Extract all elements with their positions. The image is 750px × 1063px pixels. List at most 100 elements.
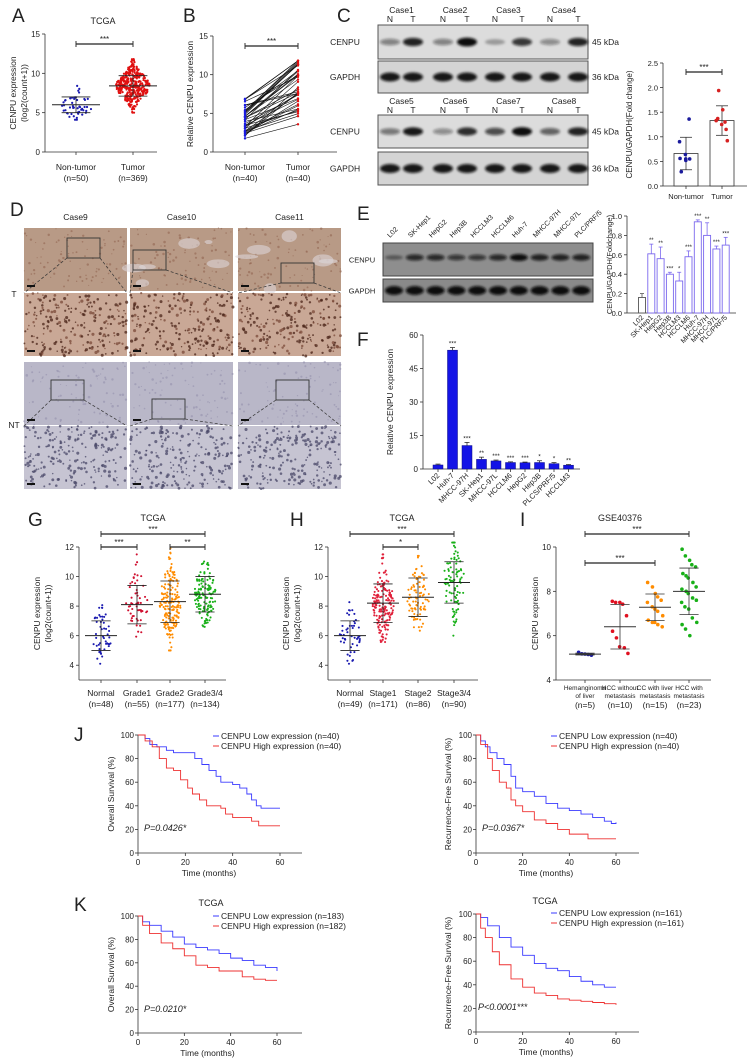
nucleus	[154, 293, 157, 297]
data-point	[347, 609, 351, 612]
cell-texture	[148, 392, 151, 394]
cell-texture	[43, 265, 46, 269]
nucleus	[159, 348, 162, 351]
nucleus	[40, 467, 42, 469]
nucleus	[28, 301, 32, 304]
data-point	[78, 105, 81, 108]
panel-label-D: D	[10, 200, 24, 221]
nucleus	[55, 306, 58, 309]
nucleus	[105, 320, 108, 323]
nucleus	[146, 475, 150, 479]
nucleus	[306, 324, 308, 326]
nucleus	[33, 464, 36, 467]
data-point	[167, 623, 170, 626]
data-point	[296, 98, 300, 101]
x-tick-label: 0	[136, 1038, 141, 1047]
nucleus	[180, 434, 184, 438]
nucleus	[330, 346, 333, 349]
nucleus	[90, 426, 93, 428]
cell-texture	[67, 245, 69, 247]
cell-texture	[154, 257, 157, 260]
cell-texture	[95, 275, 97, 277]
data-point	[129, 70, 132, 73]
nucleus	[96, 297, 100, 301]
data-point	[197, 597, 200, 600]
nucleus	[123, 479, 127, 482]
nucleus	[137, 317, 140, 320]
panel-label-J: J	[74, 725, 84, 746]
cell-texture	[302, 288, 306, 292]
data-point	[194, 602, 197, 605]
data-point	[106, 642, 109, 645]
cell-texture	[177, 422, 180, 426]
data-point	[105, 627, 108, 630]
case-label: Case8	[552, 96, 577, 106]
data-point	[137, 602, 140, 605]
data-point	[169, 557, 172, 560]
data-point	[624, 613, 629, 618]
data-point	[455, 558, 458, 561]
cell-texture	[57, 375, 60, 378]
cell-texture	[157, 267, 160, 270]
nucleus	[229, 436, 233, 440]
nucleus	[188, 455, 191, 458]
cell-texture	[281, 417, 284, 419]
nucleus	[272, 466, 275, 470]
nucleus	[72, 450, 74, 452]
nucleus	[156, 340, 159, 344]
nucleus	[83, 467, 86, 470]
nucleus	[88, 330, 91, 332]
data-point	[63, 99, 67, 102]
data-point	[129, 65, 132, 68]
cell-texture	[204, 263, 206, 265]
nucleus	[260, 298, 263, 301]
cell-texture	[192, 376, 194, 378]
cell-texture	[208, 402, 211, 404]
nucleus	[60, 338, 62, 341]
nucleus	[290, 315, 293, 319]
y-tick-label: 0	[130, 1029, 135, 1038]
category-count: (n=369)	[118, 173, 148, 183]
data-point	[415, 591, 418, 594]
data-point	[414, 600, 417, 603]
nucleus	[168, 304, 172, 307]
data-point	[203, 625, 206, 628]
nucleus	[57, 460, 60, 463]
nucleus	[55, 317, 59, 320]
data-point	[243, 104, 247, 107]
nucleus	[251, 312, 255, 315]
nucleus	[84, 294, 88, 298]
scale-bar	[27, 350, 35, 352]
nucleus	[159, 300, 163, 304]
data-point	[413, 585, 416, 588]
nucleus	[24, 425, 27, 428]
data-point	[130, 619, 133, 622]
nucleus	[161, 295, 164, 297]
data-point	[213, 590, 216, 593]
data-point	[384, 587, 387, 590]
nucleus	[112, 478, 116, 482]
stroma-texture	[178, 238, 200, 249]
legend-label: CENPU Low expression (n=40)	[221, 731, 340, 741]
stroma-texture	[312, 254, 334, 267]
y-tick-label: 10	[542, 543, 551, 552]
nucleus	[319, 442, 321, 444]
data-point	[454, 546, 457, 549]
nucleus	[143, 309, 147, 313]
nucleus	[192, 327, 195, 330]
data-point	[690, 596, 695, 600]
nucleus	[276, 433, 279, 435]
y-tick-label: 0	[204, 148, 209, 157]
cell-texture	[219, 374, 222, 377]
nucleus	[147, 294, 151, 298]
data-point	[679, 600, 684, 605]
data-point	[139, 87, 143, 90]
nucleus	[118, 310, 120, 312]
cell-texture	[40, 381, 42, 383]
nucleus	[282, 435, 285, 439]
cell-texture	[29, 238, 33, 241]
nucleus	[273, 351, 277, 355]
cell-texture	[319, 239, 321, 241]
nucleus	[319, 312, 322, 315]
nucleus	[200, 339, 203, 342]
